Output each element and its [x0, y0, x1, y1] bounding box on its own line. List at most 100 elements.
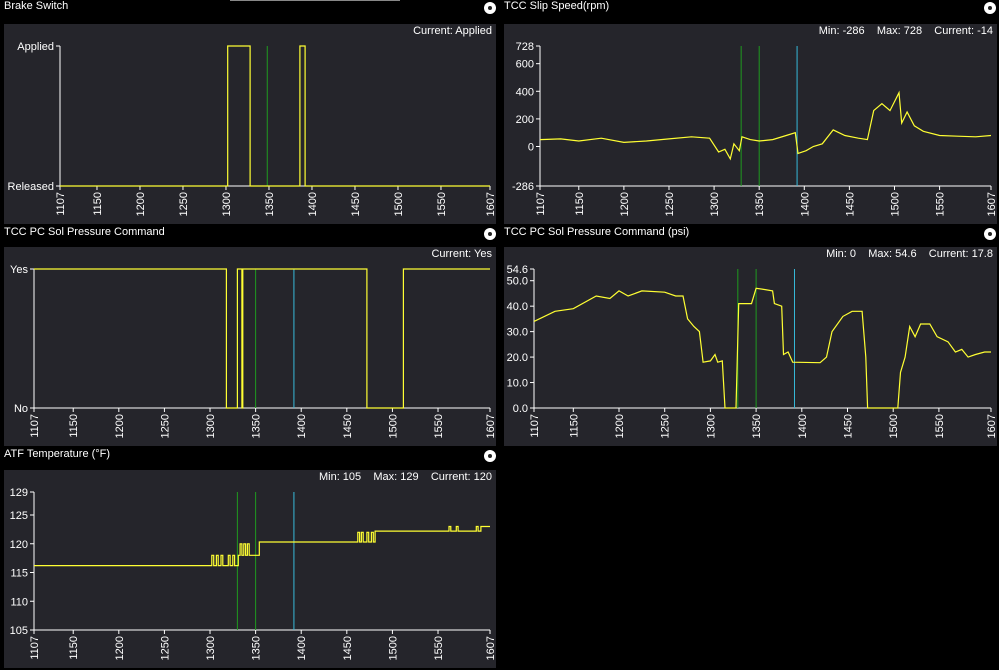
x-tick-label: 1550 [436, 192, 448, 216]
circle-button-icon[interactable] [984, 228, 996, 240]
x-tick-label: 1350 [264, 192, 276, 216]
y-tick-label: 600 [516, 59, 534, 71]
chart-stats: Min: -286 Max: 728 Current: -14 [818, 25, 993, 37]
x-tick-label: 1107 [529, 414, 541, 438]
x-tick-label: 1450 [844, 192, 856, 216]
y-tick-label: 30.0 [507, 327, 528, 339]
atf-temperature-panel: ATF Temperature (°F) Min: 105 Max: 129 C… [0, 448, 500, 670]
x-tick-label: 1150 [68, 414, 80, 438]
x-tick-label: 1350 [251, 636, 263, 660]
x-tick-label: 1250 [664, 192, 676, 216]
x-tick-label: 1550 [433, 414, 445, 438]
chart-plot-area: Min: -286 Max: 728 Current: -14 728 600 40… [504, 24, 997, 224]
chart-plot-area: Min: 105 Max: 129 Current: 120 129 125 120… [4, 470, 496, 668]
x-tick-label: 1500 [889, 192, 901, 216]
y-tick-label: Applied [17, 41, 54, 53]
x-tick-label: 1300 [709, 192, 721, 216]
series-line [34, 268, 490, 409]
y-tick-label: 129 [10, 487, 28, 499]
series-line [539, 90, 992, 161]
y-tick-label: No [14, 403, 28, 415]
x-tick-label: 1200 [614, 414, 626, 438]
y-tick-label: 50.0 [507, 276, 528, 288]
circle-button-icon[interactable] [984, 2, 996, 14]
panel-title: TCC PC Sol Pressure Command [4, 226, 165, 238]
series-line [34, 525, 490, 567]
x-tick-label: 1400 [296, 414, 308, 438]
x-tick-label: 1300 [705, 414, 717, 438]
y-tick-label: Yes [10, 264, 28, 276]
tcc-pc-sol-command-panel: TCC PC Sol Pressure Command Current: Yes… [0, 226, 500, 448]
chart-plot-area: Min: 0 Max: 54.6 Current: 17.8 54.6 50.0 4… [504, 247, 997, 446]
x-tick-label: 1550 [433, 636, 445, 660]
x-tick-label: 1250 [660, 414, 672, 438]
x-tick-label: 1400 [307, 192, 319, 216]
x-tick-label: 1150 [568, 414, 580, 438]
x-tick-label: 1107 [29, 414, 41, 438]
y-tick-label: -286 [512, 181, 534, 193]
chart-stats: Min: 105 Max: 129 Current: 120 [318, 471, 492, 483]
chart-stats: Current: Yes [431, 248, 492, 260]
x-tick-label: 1350 [251, 414, 263, 438]
x-tick-label: 1200 [114, 414, 126, 438]
x-tick-label: 1300 [205, 414, 217, 438]
x-tick-label: 1500 [393, 192, 405, 216]
x-tick-label: 1200 [619, 192, 631, 216]
y-tick-label: Released [8, 181, 54, 193]
x-tick-label: 1607 [986, 414, 997, 438]
chart-plot-area: Current: Yes Yes No 1107 1150 1200 1250 1300 13… [4, 247, 496, 446]
x-tick-label: 1350 [751, 414, 763, 438]
circle-button-icon[interactable] [484, 2, 496, 14]
chart-stats: Current: Applied [413, 25, 492, 37]
y-tick-label: 105 [10, 625, 28, 637]
panel-title: TCC PC Sol Pressure Command (psi) [504, 226, 690, 238]
x-tick-label: 1607 [485, 414, 496, 438]
y-tick-label: 728 [516, 41, 534, 53]
x-tick-label: 1500 [387, 414, 399, 438]
x-tick-label: 1550 [935, 192, 947, 216]
x-tick-label: 1300 [205, 636, 217, 660]
tcc-pc-sol-psi-panel: TCC PC Sol Pressure Command (psi) Min: 0… [500, 226, 999, 448]
series-line [60, 45, 490, 187]
y-tick-label: 0.0 [513, 403, 528, 415]
x-tick-label: 1250 [159, 414, 171, 438]
x-tick-label: 1400 [797, 414, 809, 438]
x-tick-label: 1500 [387, 636, 399, 660]
x-tick-label: 1350 [754, 192, 766, 216]
x-tick-label: 1107 [535, 192, 547, 216]
panel-title: TCC Slip Speed(rpm) [504, 0, 610, 12]
x-tick-label: 1607 [485, 636, 496, 660]
top-divider [230, 0, 400, 1]
y-tick-label: 115 [10, 568, 28, 580]
x-tick-label: 1250 [159, 636, 171, 660]
y-tick-label: 40.0 [507, 301, 528, 313]
series-line [533, 287, 991, 409]
y-tick-label: 200 [516, 114, 534, 126]
x-tick-label: 1200 [114, 636, 126, 660]
x-tick-label: 1450 [843, 414, 855, 438]
x-tick-label: 1500 [888, 414, 900, 438]
x-tick-label: 1607 [986, 192, 997, 216]
x-tick-label: 1107 [55, 192, 67, 216]
panel-title: Brake Switch [4, 0, 69, 12]
x-tick-label: 1250 [178, 192, 190, 216]
panel-title: ATF Temperature (°F) [4, 448, 111, 460]
x-tick-label: 1450 [342, 414, 354, 438]
y-tick-label: 10.0 [507, 378, 528, 390]
y-tick-label: 110 [10, 596, 28, 608]
x-tick-label: 1450 [342, 636, 354, 660]
x-tick-label: 1550 [934, 414, 946, 438]
x-tick-label: 1150 [68, 636, 80, 660]
y-tick-label: 54.6 [507, 264, 528, 276]
circle-button-icon[interactable] [484, 228, 496, 240]
x-tick-label: 1300 [221, 192, 233, 216]
x-tick-label: 1400 [296, 636, 308, 660]
y-tick-label: 400 [516, 86, 534, 98]
circle-button-icon[interactable] [484, 450, 496, 462]
x-tick-label: 1400 [799, 192, 811, 216]
x-tick-label: 1200 [135, 192, 147, 216]
